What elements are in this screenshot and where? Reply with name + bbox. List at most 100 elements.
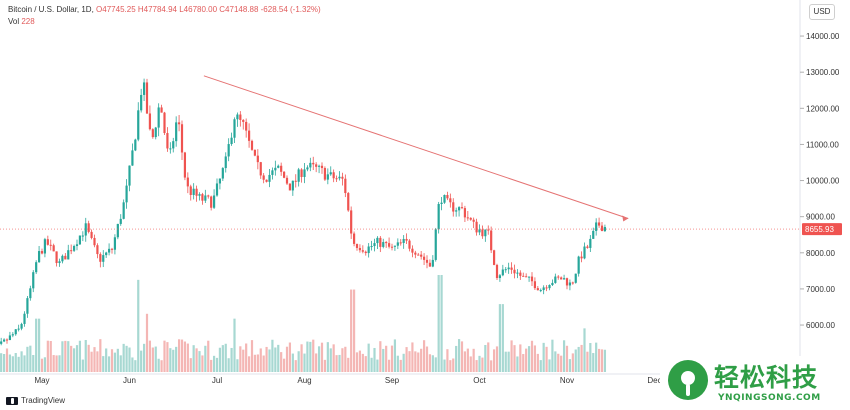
volume-bar [373, 347, 376, 372]
volume-bar [43, 357, 47, 372]
candle-body [189, 186, 192, 195]
volume-bar [335, 355, 338, 372]
candle-body [390, 246, 394, 248]
volume-bar [23, 355, 26, 372]
y-tick-label: 13000.00 [806, 68, 840, 77]
volume-bar [37, 318, 41, 372]
volume-bar [198, 351, 201, 372]
volume-bar [70, 345, 73, 372]
volume-bar [195, 348, 198, 372]
volume-bar [204, 345, 207, 372]
volume-bar [323, 359, 327, 372]
candle-body [99, 254, 102, 262]
volume-bar [134, 360, 137, 372]
volume-bar [382, 348, 385, 372]
volume-bar [542, 342, 545, 372]
volume-bar [288, 342, 292, 372]
volume-bar [347, 357, 350, 372]
candle-body [568, 282, 572, 286]
candle-body [355, 243, 359, 248]
volume-bar [507, 351, 510, 372]
candle-body [472, 219, 475, 222]
candle-body [452, 202, 455, 212]
volume-bar [303, 353, 306, 372]
volume-bar [495, 346, 499, 372]
volume-bar [312, 339, 315, 372]
volume-bar [58, 355, 61, 372]
candle-body [93, 237, 96, 246]
candle-body [291, 180, 294, 191]
volume-bar [17, 356, 20, 372]
candle-body [288, 183, 292, 191]
candle-body [338, 176, 341, 179]
candle-body [522, 275, 525, 277]
volume-bar [300, 344, 303, 372]
tradingview-branding[interactable]: TradingView [6, 396, 65, 405]
volume-bar [14, 353, 17, 372]
candle-body [317, 165, 321, 167]
candle-body [180, 124, 184, 153]
volume-value: 228 [21, 17, 35, 26]
candle-body [475, 221, 478, 233]
candle-body [192, 188, 195, 195]
volume-bar [55, 355, 58, 372]
volume-bar [294, 360, 297, 372]
candle-body [169, 148, 172, 150]
candle-body [46, 239, 49, 245]
candle-body [20, 323, 23, 329]
candle-body [61, 255, 64, 262]
candle-body [548, 285, 551, 289]
candle-body [603, 227, 607, 232]
candle-body [320, 165, 324, 169]
candle-body [259, 162, 262, 176]
candle-body [177, 122, 181, 125]
volume-bar [306, 341, 309, 372]
volume-bar [215, 357, 219, 372]
volume-bar [96, 351, 99, 372]
volume-bar [370, 357, 373, 372]
candle-body [446, 194, 449, 199]
volume-bar [102, 356, 105, 372]
candle-body [105, 252, 108, 256]
volume-bar [160, 360, 163, 372]
volume-bar [207, 340, 210, 372]
volume-bar [110, 349, 114, 372]
y-tick-label: 10000.00 [806, 177, 840, 186]
candle-body [265, 179, 268, 182]
y-tick-label: 8000.00 [806, 249, 835, 258]
volume-bar [548, 359, 551, 372]
currency-button[interactable]: USD [809, 4, 835, 20]
volume-bar [408, 351, 411, 372]
volume-bar [525, 348, 528, 372]
candle-body [478, 229, 481, 233]
candle-body [17, 328, 20, 330]
candle-body [574, 273, 577, 283]
candle-body [0, 341, 3, 344]
volume-bar [78, 340, 82, 372]
last-price-badge [802, 223, 842, 236]
volume-bar [600, 349, 604, 372]
candle-body [2, 339, 6, 342]
candle-body [469, 217, 472, 220]
candle-body [58, 261, 61, 264]
volume-bar [256, 354, 259, 372]
candle-body [245, 121, 248, 131]
volume-bar [183, 341, 187, 372]
volume-bar [437, 275, 440, 372]
candle-body [329, 172, 332, 175]
candle-body [215, 183, 219, 196]
volume-bar [52, 355, 55, 372]
y-tick-label: 12000.00 [806, 104, 840, 113]
volume-bar [64, 340, 67, 372]
volume-bar [562, 340, 566, 372]
candle-body [484, 229, 487, 237]
volume-bar [253, 354, 257, 372]
candle-body [256, 155, 259, 163]
volume-bar [169, 348, 172, 372]
candle-body [449, 198, 452, 203]
volume-label: Vol [8, 17, 20, 26]
volume-bar [446, 349, 449, 372]
candle-body [14, 329, 17, 335]
x-tick-label: Nov [560, 376, 574, 385]
